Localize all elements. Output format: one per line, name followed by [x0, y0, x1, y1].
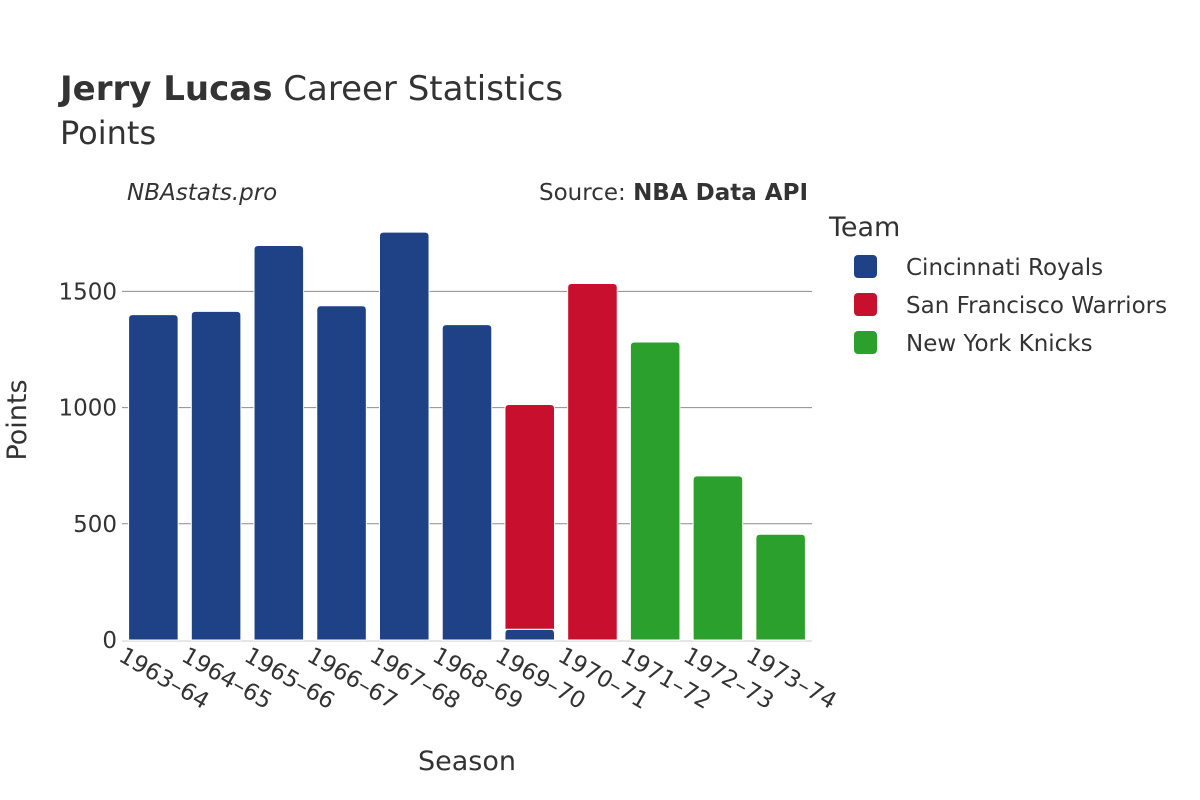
y-tick-0: 0	[102, 628, 117, 654]
legend-label-san-francisco-warriors: San Francisco Warriors	[906, 293, 1167, 319]
bar-san-francisco-warriors-1969–70	[504, 404, 556, 630]
chart-title-player: Jerry Lucas	[58, 69, 272, 109]
source-name: NBA Data API	[633, 180, 808, 206]
legend-label-new-york-knicks: New York Knicks	[906, 331, 1093, 357]
bar-cincinnati-royals-1964–65	[190, 310, 242, 641]
y-tick-1500: 1500	[58, 279, 117, 305]
bar-cincinnati-royals-1967–68	[378, 231, 430, 641]
chart-title-rest: Career Statistics	[272, 69, 563, 109]
bar-new-york-knicks-1972–73	[692, 475, 744, 641]
bar-cincinnati-royals-1965–66	[253, 245, 305, 641]
y-tick-500: 500	[73, 512, 117, 538]
y-tick-1000: 1000	[58, 396, 117, 422]
bars	[128, 231, 806, 641]
legend-swatch-new-york-knicks	[854, 331, 877, 354]
chart-subtitle: Points	[60, 114, 156, 152]
x-tick-labels: 1963–641964–651965–661966–671967–681968–…	[114, 643, 840, 715]
chart-title: Jerry Lucas Career Statistics	[58, 69, 563, 109]
bar-cincinnati-royals-1966–67	[316, 305, 367, 641]
source-prefix: Source:	[539, 180, 633, 206]
legend-swatch-cincinnati-royals	[854, 255, 877, 278]
legend: Team Cincinnati Royals San Francisco Warr…	[828, 212, 1167, 357]
bar-cincinnati-royals-1969–70	[504, 628, 556, 641]
bar-new-york-knicks-1971–72	[629, 341, 681, 641]
y-tick-labels: 0 500 1000 1500	[58, 279, 117, 654]
bar-cincinnati-royals-1968–69	[441, 324, 493, 641]
bar-san-francisco-warriors-1970–71	[567, 282, 618, 641]
legend-label-cincinnati-royals: Cincinnati Royals	[906, 255, 1103, 281]
brand-label: NBAstats.pro	[127, 180, 277, 206]
legend-swatch-san-francisco-warriors	[854, 293, 877, 316]
x-axis-title: Season	[418, 746, 516, 777]
bar-cincinnati-royals-1963–64	[128, 314, 179, 641]
bar-new-york-knicks-1973–74	[755, 533, 806, 641]
source-label: Source: NBA Data API	[539, 180, 808, 206]
y-axis-title: Points	[2, 379, 33, 460]
legend-title: Team	[828, 212, 900, 243]
